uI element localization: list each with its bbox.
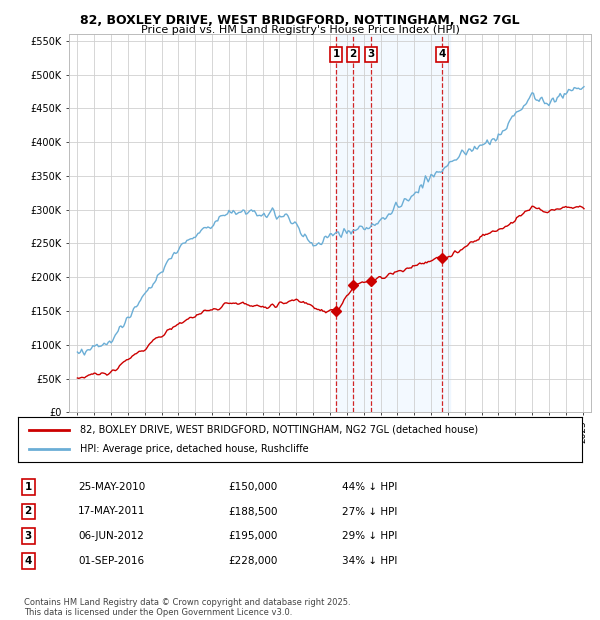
Text: 1: 1 bbox=[333, 50, 340, 60]
Text: £228,000: £228,000 bbox=[228, 556, 277, 566]
Text: Contains HM Land Registry data © Crown copyright and database right 2025.: Contains HM Land Registry data © Crown c… bbox=[24, 598, 350, 607]
Text: 3: 3 bbox=[25, 531, 32, 541]
Text: £150,000: £150,000 bbox=[228, 482, 277, 492]
Text: 01-SEP-2016: 01-SEP-2016 bbox=[78, 556, 144, 566]
Text: 3: 3 bbox=[367, 50, 374, 60]
Text: 27% ↓ HPI: 27% ↓ HPI bbox=[342, 507, 397, 516]
Text: £195,000: £195,000 bbox=[228, 531, 277, 541]
Text: 4: 4 bbox=[25, 556, 32, 566]
Text: 44% ↓ HPI: 44% ↓ HPI bbox=[342, 482, 397, 492]
Text: 17-MAY-2011: 17-MAY-2011 bbox=[78, 507, 145, 516]
Text: HPI: Average price, detached house, Rushcliffe: HPI: Average price, detached house, Rush… bbox=[80, 445, 308, 454]
Text: 06-JUN-2012: 06-JUN-2012 bbox=[78, 531, 144, 541]
Text: 82, BOXLEY DRIVE, WEST BRIDGFORD, NOTTINGHAM, NG2 7GL (detached house): 82, BOXLEY DRIVE, WEST BRIDGFORD, NOTTIN… bbox=[80, 425, 478, 435]
Text: 1: 1 bbox=[25, 482, 32, 492]
Text: 25-MAY-2010: 25-MAY-2010 bbox=[78, 482, 145, 492]
Text: 4: 4 bbox=[439, 50, 446, 60]
Bar bbox=[335, 34, 450, 412]
Text: 2: 2 bbox=[350, 50, 357, 60]
Text: £188,500: £188,500 bbox=[228, 507, 277, 516]
Text: 82, BOXLEY DRIVE, WEST BRIDGFORD, NOTTINGHAM, NG2 7GL: 82, BOXLEY DRIVE, WEST BRIDGFORD, NOTTIN… bbox=[80, 14, 520, 27]
Text: This data is licensed under the Open Government Licence v3.0.: This data is licensed under the Open Gov… bbox=[24, 608, 292, 617]
Text: Price paid vs. HM Land Registry's House Price Index (HPI): Price paid vs. HM Land Registry's House … bbox=[140, 25, 460, 35]
Text: 34% ↓ HPI: 34% ↓ HPI bbox=[342, 556, 397, 566]
Text: 2: 2 bbox=[25, 507, 32, 516]
Text: 29% ↓ HPI: 29% ↓ HPI bbox=[342, 531, 397, 541]
